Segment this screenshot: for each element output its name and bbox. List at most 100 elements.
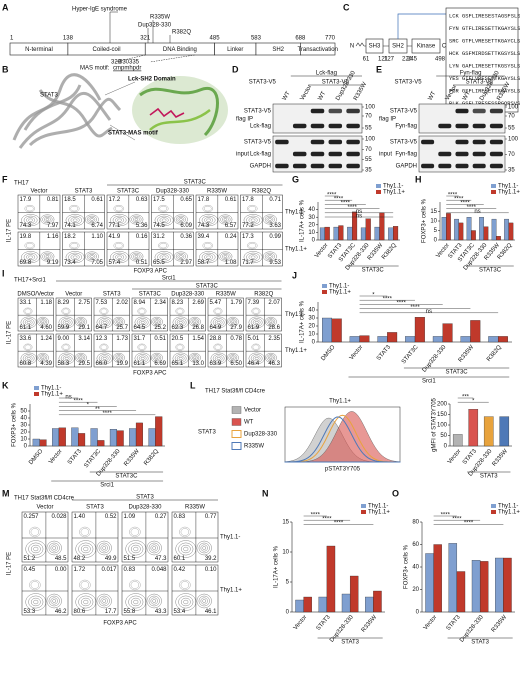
contour: [40, 319, 46, 325]
band: [455, 108, 469, 114]
bar: [448, 543, 458, 613]
lane-label: WT: [428, 90, 438, 101]
contour: [99, 307, 109, 315]
column-label: R335W: [185, 505, 205, 511]
sequence: SLS: [511, 26, 520, 32]
panel-letter: J: [292, 270, 297, 280]
bar: [496, 236, 501, 241]
quadrant-value: 64.7: [96, 325, 108, 331]
band: [455, 163, 469, 169]
zoom-line: [104, 81, 136, 96]
contour: [23, 307, 33, 315]
flow-plot: [17, 231, 61, 267]
domain-name: N-terminal: [25, 47, 53, 53]
quadrant-value: 17.8: [198, 197, 210, 203]
marker-label: 100: [508, 137, 519, 143]
contour: [264, 252, 275, 261]
quadrant-value: 0.24: [225, 234, 237, 240]
row-label: Thy1.1+: [285, 348, 307, 354]
contour: [252, 344, 260, 350]
contour: [251, 307, 261, 315]
contour: [28, 255, 33, 259]
significance-label: ns: [474, 209, 480, 215]
contour: [102, 357, 107, 360]
contour: [183, 546, 189, 552]
ribbon: [38, 89, 113, 138]
flow-plot: [21, 511, 69, 563]
contour: [193, 320, 197, 323]
contour: [200, 544, 208, 552]
bar: [349, 575, 359, 613]
quadrant-value: 3.14: [78, 336, 90, 342]
contour: [176, 355, 185, 362]
band: [489, 163, 503, 169]
quadrant-value: 7.39: [248, 300, 260, 306]
quadrant-value: 74.1: [64, 223, 76, 229]
quadrant-value: 6.74: [91, 223, 103, 229]
contour: [30, 544, 41, 554]
contour: [180, 544, 191, 554]
flow-plot: [21, 564, 69, 616]
domain-name: SH2: [392, 44, 404, 50]
domain-start: 583: [251, 36, 262, 42]
contour: [62, 319, 71, 326]
contour: [30, 581, 40, 589]
bar: [352, 211, 358, 241]
quadrant-value: 43.3: [155, 609, 167, 615]
ribbon: [12, 73, 102, 141]
contour: [214, 319, 223, 326]
row-label: GAPDH: [396, 164, 417, 170]
bar: [495, 557, 504, 613]
band: [438, 123, 452, 129]
y-axis-label: IL-17A+ cells %: [274, 545, 280, 588]
contour: [180, 581, 190, 589]
quadrant-value: 71.7: [242, 260, 254, 266]
legend-swatch: [376, 184, 381, 188]
contour: [130, 581, 140, 589]
contour: [79, 526, 91, 538]
bar: [377, 336, 388, 343]
x-tick-label: STAT3C: [83, 448, 102, 469]
contour: [78, 595, 94, 609]
contour: [252, 355, 261, 362]
bar: [324, 226, 330, 241]
panel-letter: A: [2, 2, 9, 12]
significance-label: ****: [410, 305, 420, 311]
quadrant-value: 25.7: [116, 325, 128, 331]
blot-header: Fyn-flag: [460, 71, 482, 77]
sequence: SLS: [511, 13, 520, 19]
bar: [508, 222, 514, 241]
bar: [483, 416, 494, 447]
legend-swatch: [231, 418, 242, 426]
panel-letter: G: [292, 174, 299, 184]
quadrant-value: 20.5: [172, 336, 184, 342]
contour: [33, 546, 39, 552]
motif-position: 330: [119, 60, 130, 66]
quadrant-value: 41.9: [109, 234, 121, 240]
quadrant-value: 0.27: [155, 514, 167, 520]
y-tick-label: 10: [430, 219, 437, 225]
domain-position: 224: [402, 57, 413, 63]
bar: [318, 596, 328, 613]
contour: [188, 316, 201, 327]
contour: [179, 218, 183, 221]
contour: [129, 251, 144, 262]
x-tick-label: DMSO: [320, 344, 336, 362]
contour: [133, 599, 139, 605]
significance-label: ****: [347, 205, 357, 211]
x-tick-label: R382Q: [381, 242, 398, 261]
y-tick-label: 20: [20, 430, 27, 436]
contour: [220, 215, 231, 224]
legend-label: Thy1.1-: [498, 504, 518, 510]
quadrant-value: 55.8: [124, 609, 136, 615]
quadrant-value: 0.61: [91, 197, 103, 203]
structure: [12, 73, 228, 149]
contour: [42, 215, 53, 224]
contour: [100, 597, 108, 605]
contour: [61, 307, 71, 315]
contour: [159, 217, 169, 223]
quadrant-value: 17.7: [105, 609, 117, 615]
bar: [466, 217, 472, 241]
bar: [303, 596, 312, 613]
domain-start: 138: [63, 36, 74, 42]
